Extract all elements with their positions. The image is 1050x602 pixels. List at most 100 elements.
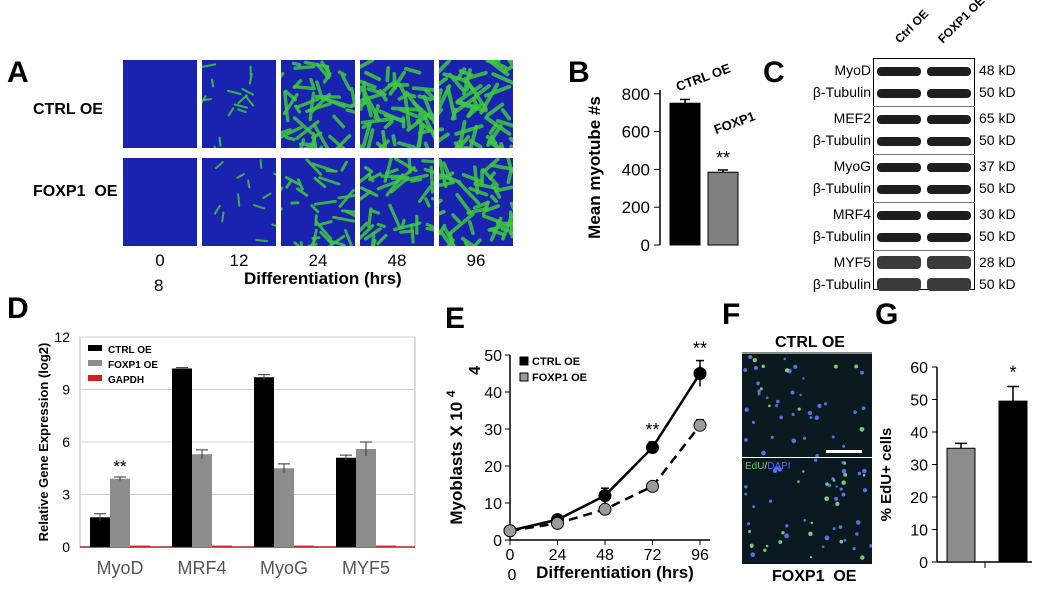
fiber <box>468 139 483 148</box>
panel-label-f: F <box>722 298 741 331</box>
fiber <box>410 177 423 183</box>
fiber <box>448 212 475 236</box>
fiber <box>202 63 217 68</box>
blot-band <box>927 233 971 242</box>
blot-band <box>927 163 971 172</box>
cell-nucleus <box>839 487 843 491</box>
fiber <box>439 84 452 112</box>
y-tick-label: 30 <box>484 422 502 439</box>
fiber <box>481 168 499 187</box>
fiber <box>364 70 382 82</box>
micro-tile <box>360 60 434 148</box>
cell-nucleus <box>770 435 774 439</box>
y-tick-label: 3 <box>62 487 70 503</box>
cell-nucleus <box>744 438 748 442</box>
blot-band <box>877 185 921 194</box>
blot-separator <box>873 154 975 155</box>
cell-nucleus <box>753 365 758 370</box>
fiber <box>430 197 434 201</box>
kd-label: 30 kD <box>979 206 1016 222</box>
cell-nucleus <box>832 479 836 482</box>
cell-nucleus <box>835 501 840 507</box>
y-tick-label: 60 <box>910 360 928 377</box>
fiber <box>244 95 255 107</box>
cell-nucleus <box>827 483 832 488</box>
y-tick-label: 0 <box>493 533 502 550</box>
micro-tile <box>123 158 197 246</box>
fiber <box>381 130 388 148</box>
fiber <box>391 134 397 147</box>
fiber <box>337 194 355 200</box>
x-category-label: MyoG <box>260 558 308 578</box>
fiber <box>226 89 242 96</box>
panel-label-d: D <box>7 292 29 325</box>
cell-nucleus <box>774 466 778 470</box>
fiber <box>213 204 221 215</box>
blot-band <box>927 185 971 194</box>
kd-label: 65 kD <box>979 110 1016 126</box>
cell-nucleus <box>825 482 829 486</box>
cell-nucleus <box>862 473 866 477</box>
fiber <box>439 88 443 106</box>
cell-nucleus <box>833 364 838 369</box>
fiber <box>462 68 472 96</box>
extra-tick-label: 8 <box>154 276 164 295</box>
fiber <box>484 115 512 136</box>
cell-nucleus <box>823 402 828 406</box>
cell-nucleus <box>785 368 790 373</box>
micro-tile <box>439 60 513 148</box>
cell-nucleus <box>855 532 859 536</box>
fiber <box>312 123 330 148</box>
cell-nucleus <box>808 531 813 537</box>
edu-image-ctrl <box>742 352 872 457</box>
data-point <box>646 441 659 454</box>
cell-nucleus <box>799 393 802 397</box>
fiber <box>218 136 222 147</box>
x-category-label: MyoD <box>96 558 143 578</box>
y-tick-label: 12 <box>54 329 70 345</box>
fiber <box>202 98 212 102</box>
chart-e: 0 10 20 30 40 50 0 24 48 72 96 0 Differentiation (hr… <box>444 340 710 584</box>
fiber <box>237 94 248 104</box>
x-axis-title: Differentiation (hrs) <box>536 563 694 582</box>
fiber <box>318 176 341 186</box>
fiber <box>509 201 513 212</box>
fiber <box>439 209 446 216</box>
y-tick-label: 600 <box>622 123 650 142</box>
micro-tile-svg <box>360 60 434 148</box>
cell-nucleus <box>752 358 758 363</box>
fiber <box>262 192 272 200</box>
blot-band <box>927 137 971 146</box>
y-tick-label: 200 <box>622 198 650 217</box>
fiber <box>311 162 335 173</box>
micro-tile <box>360 158 434 246</box>
bar-category-label: CTRL OE <box>674 60 733 94</box>
cell-nucleus <box>772 468 778 474</box>
fiber <box>376 233 388 246</box>
fiber <box>340 74 352 91</box>
blot-band <box>877 278 921 291</box>
kd-label: 48 kD <box>979 62 1016 78</box>
bar <box>212 545 232 547</box>
edu-label: EdU <box>745 461 765 472</box>
fiber <box>291 61 302 67</box>
cell-nucleus <box>809 416 813 419</box>
bar <box>294 545 314 547</box>
micro-tile-svg <box>202 63 255 148</box>
significance-label: ** <box>113 457 127 476</box>
fiber <box>373 104 380 120</box>
cell-nucleus <box>750 545 753 549</box>
cell-nucleus <box>802 436 807 440</box>
x-tick-label: 96 <box>691 547 709 564</box>
panel-a-xlabel: Differentiation (hrs) <box>244 269 402 288</box>
fiber <box>454 139 462 148</box>
fiber <box>489 216 503 242</box>
blot-separator <box>873 106 975 107</box>
cell-nucleus <box>810 521 814 525</box>
fiber <box>383 113 405 123</box>
dapi-label: DAPI <box>767 461 791 472</box>
kd-label: 50 kD <box>979 84 1016 100</box>
fiber <box>410 223 415 244</box>
legend-swatch <box>519 356 529 366</box>
cell-nucleus <box>817 403 822 409</box>
